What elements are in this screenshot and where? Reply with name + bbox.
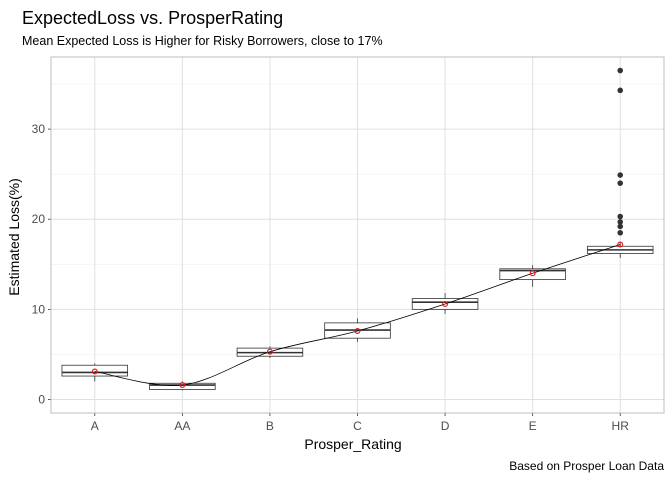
y-tick-label: 20: [32, 212, 46, 226]
x-tick-label: AA: [174, 419, 190, 433]
y-tick-label: 10: [32, 302, 46, 316]
chart-title: ExpectedLoss vs. ProsperRating: [22, 8, 283, 28]
outlier-point: [617, 229, 624, 236]
mean-point: [354, 327, 361, 334]
y-tick-label: 0: [38, 392, 45, 406]
box-e: [499, 268, 566, 281]
mean-point: [179, 382, 186, 389]
x-tick-label: A: [91, 419, 99, 433]
x-tick-label: D: [441, 419, 450, 433]
x-axis-title: Prosper_Rating: [304, 436, 401, 452]
y-axis-title: Estimated Loss(%): [6, 178, 22, 295]
outlier-point: [617, 223, 624, 230]
outlier-point: [617, 87, 624, 94]
outlier-point: [617, 180, 624, 186]
box-aa: [149, 382, 216, 390]
y-tick-label: 30: [32, 122, 46, 136]
x-tick-label: C: [353, 419, 362, 433]
chart-caption: Based on Prosper Loan Data: [509, 459, 664, 473]
outlier-point: [617, 67, 624, 74]
box-a: [61, 364, 129, 377]
mean-point: [442, 300, 449, 307]
mean-point: [529, 270, 536, 277]
outlier-point: [617, 213, 624, 220]
outlier-point: [617, 219, 624, 225]
outlier-point: [617, 172, 624, 178]
mean-point: [617, 241, 624, 248]
x-tick-label: E: [529, 419, 537, 433]
mean-line: [94, 244, 621, 386]
mean-point: [266, 348, 273, 355]
x-tick-label: B: [266, 419, 274, 433]
chart-subtitle: Mean Expected Loss is Higher for Risky B…: [22, 34, 383, 48]
panel-border: [50, 56, 665, 414]
x-tick-label: HR: [612, 419, 630, 433]
mean-point: [91, 368, 98, 375]
